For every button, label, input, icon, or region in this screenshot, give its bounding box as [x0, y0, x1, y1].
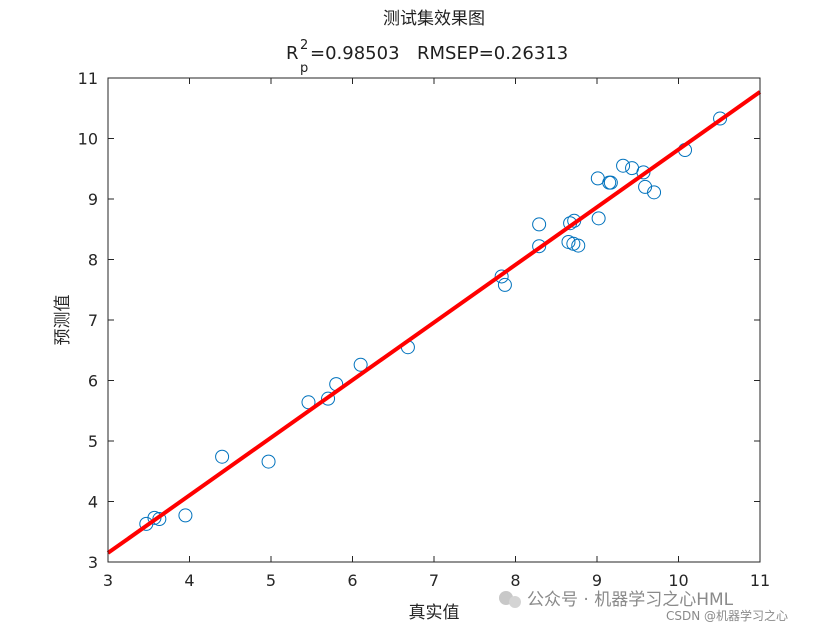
watermark-wechat: 公众号 · 机器学习之心HML [527, 590, 734, 610]
x-tick-label: 6 [347, 571, 357, 590]
y-tick-label: 3 [88, 553, 98, 572]
wechat-icon [499, 591, 521, 608]
data-point [261, 454, 276, 469]
x-axis-label: 真实值 [409, 603, 460, 623]
data-point [178, 508, 193, 523]
data-point [571, 238, 586, 253]
data-point [713, 111, 728, 126]
data-point [353, 357, 368, 372]
data-point [636, 165, 651, 180]
y-axis-label: 预测值 [53, 295, 73, 346]
fit-line-group [106, 90, 762, 555]
subtitle-r-sub: p [300, 61, 308, 76]
axes: 3 4 5 6 7 8 9 10 11 3 4 5 6 7 8 9 10 11 [78, 69, 771, 590]
subtitle-r: R [286, 43, 299, 64]
x-tick-label: 9 [592, 571, 602, 590]
subtitle-r-value: =0.98503 [310, 43, 400, 64]
data-point [647, 185, 662, 200]
y-tick-label: 5 [88, 432, 98, 451]
fit-line [106, 90, 762, 555]
y-tick-label: 7 [88, 311, 98, 330]
y-tick-label: 10 [78, 130, 98, 149]
x-tick-label: 10 [668, 571, 688, 590]
data-point [616, 158, 631, 173]
data-point [532, 239, 547, 254]
subtitle-r-sup: 2 [300, 38, 308, 53]
watermark: 公众号 · 机器学习之心HML CSDN @机器学习之心 [499, 590, 788, 623]
x-tick-label: 11 [750, 571, 770, 590]
x-tick-label: 4 [184, 571, 194, 590]
watermark-csdn: CSDN @机器学习之心 [666, 608, 788, 623]
x-tick-label: 8 [510, 571, 520, 590]
y-tick-label: 9 [88, 190, 98, 209]
data-point [215, 449, 230, 464]
subtitle-rmsep: RMSEP=0.26313 [417, 43, 568, 64]
x-tick-label: 7 [429, 571, 439, 590]
y-tick-label: 11 [78, 69, 98, 88]
x-tick-label: 5 [266, 571, 276, 590]
y-tick-label: 8 [88, 251, 98, 270]
chart-subtitle: R 2 p =0.98503 RMSEP=0.26313 [286, 38, 568, 76]
data-marks [139, 111, 728, 531]
y-tick-label: 6 [88, 372, 98, 391]
x-tick-label: 3 [103, 571, 113, 590]
data-point [638, 179, 653, 194]
data-point [591, 211, 606, 226]
y-tick-label: 4 [88, 493, 98, 512]
data-point [494, 269, 509, 284]
chart-title: 测试集效果图 [383, 9, 485, 29]
data-point [497, 277, 512, 292]
data-point [532, 217, 547, 232]
data-point [321, 391, 336, 406]
data-point [603, 175, 618, 190]
